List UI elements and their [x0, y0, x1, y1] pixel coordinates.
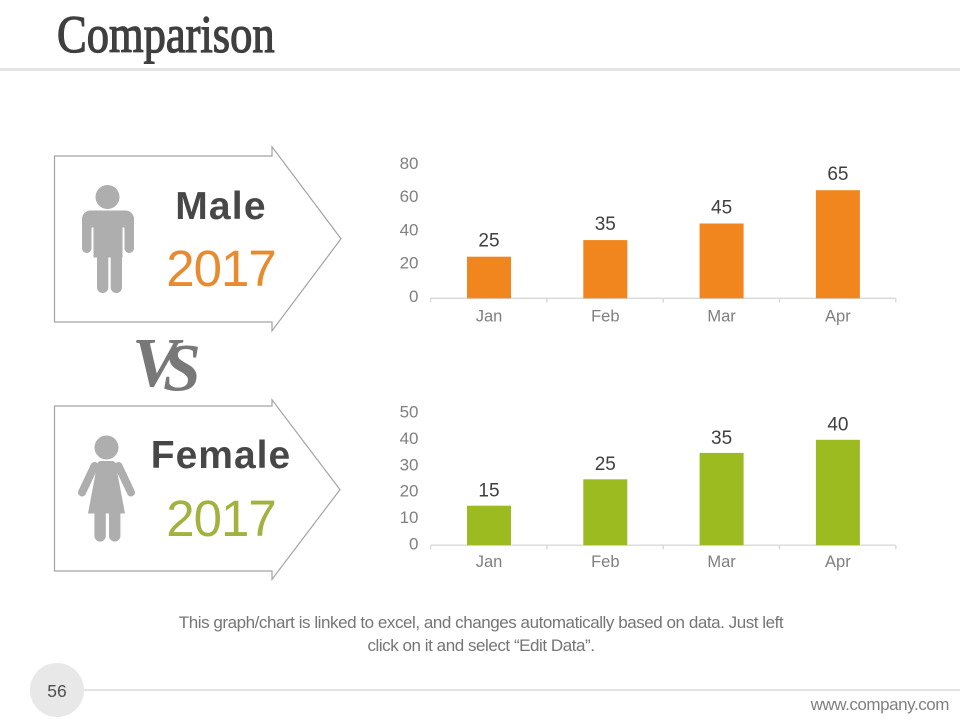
- svg-text:35: 35: [595, 214, 616, 235]
- svg-text:20: 20: [400, 482, 419, 501]
- svg-text:40: 40: [400, 220, 419, 239]
- svg-text:S: S: [163, 330, 201, 406]
- svg-text:10: 10: [400, 508, 419, 527]
- svg-text:Mar: Mar: [707, 553, 736, 571]
- svg-text:60: 60: [400, 187, 419, 206]
- svg-text:40: 40: [400, 429, 419, 448]
- svg-text:Jan: Jan: [476, 553, 503, 571]
- svg-text:65: 65: [827, 164, 848, 185]
- svg-text:0: 0: [409, 534, 418, 553]
- svg-text:Apr: Apr: [825, 307, 851, 325]
- svg-text:Feb: Feb: [591, 307, 619, 325]
- svg-text:30: 30: [400, 455, 419, 474]
- svg-text:Feb: Feb: [591, 553, 619, 571]
- svg-text:45: 45: [711, 197, 732, 218]
- svg-text:40: 40: [827, 415, 848, 436]
- svg-text:0: 0: [409, 287, 418, 306]
- svg-text:25: 25: [478, 231, 499, 252]
- svg-text:15: 15: [478, 481, 499, 502]
- svg-text:25: 25: [595, 454, 616, 475]
- svg-text:80: 80: [400, 154, 419, 173]
- svg-text:Jan: Jan: [476, 307, 503, 325]
- svg-text:V: V: [132, 325, 184, 402]
- svg-text:20: 20: [400, 254, 419, 273]
- svg-text:35: 35: [711, 428, 732, 449]
- svg-text:Mar: Mar: [707, 307, 736, 325]
- svg-text:50: 50: [400, 403, 419, 422]
- svg-text:Apr: Apr: [825, 553, 851, 571]
